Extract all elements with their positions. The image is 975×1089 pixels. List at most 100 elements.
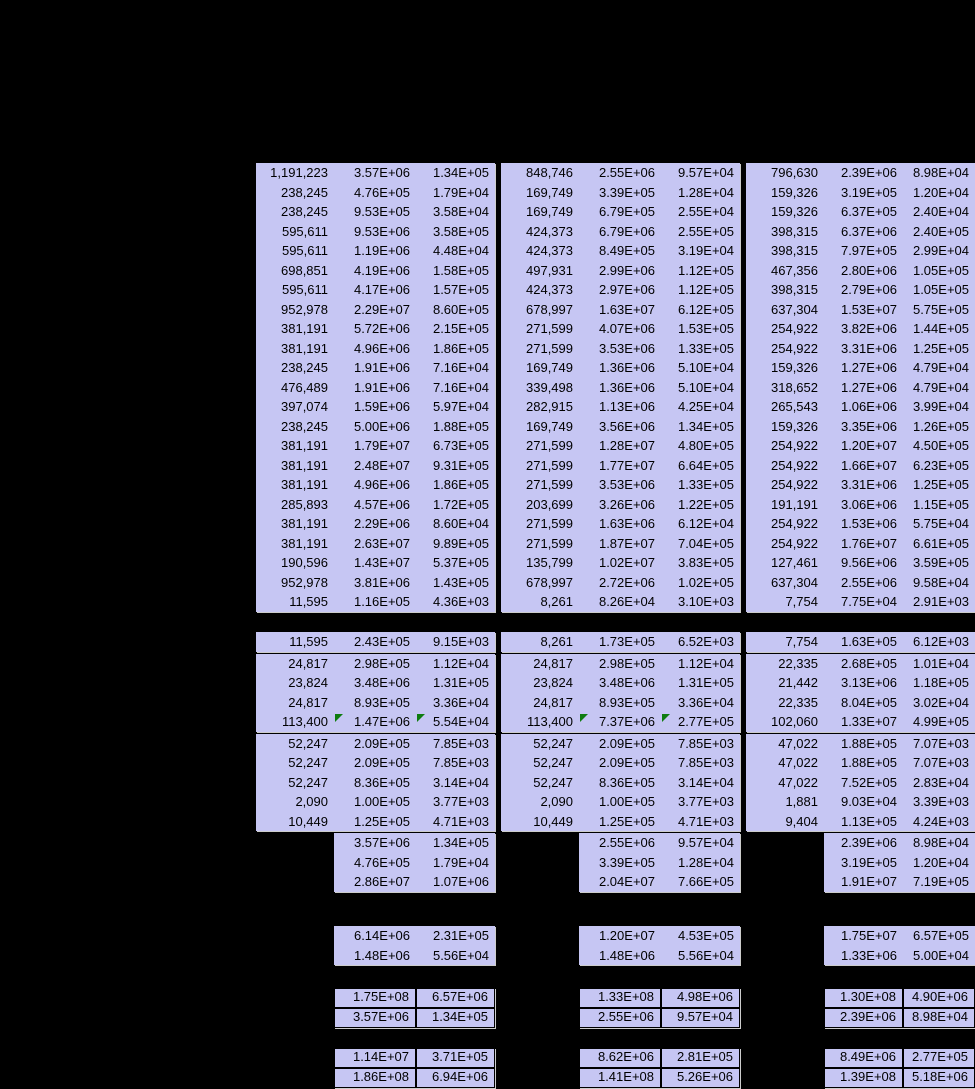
cell[interactable]: 169,749	[526, 418, 573, 434]
cell[interactable]: 2.09E+05	[353, 755, 410, 770]
cell[interactable]: 1.91E+06	[353, 360, 410, 375]
cell[interactable]: 318,652	[771, 379, 818, 395]
cell[interactable]: 9.57E+04	[677, 165, 734, 180]
cell[interactable]: 3.02E+04	[912, 694, 969, 710]
cell[interactable]: 678,997	[526, 574, 573, 590]
cell[interactable]: 9.31E+05	[432, 457, 489, 473]
cell[interactable]: 1.27E+06	[840, 360, 897, 375]
cell[interactable]: 10,449	[288, 813, 328, 829]
cell[interactable]: 3.26E+06	[598, 496, 655, 512]
cell[interactable]: 424,373	[526, 243, 573, 258]
cell[interactable]: 5.18E+06	[903, 1068, 975, 1088]
cell[interactable]: 285,893	[281, 496, 328, 512]
cell[interactable]: 8.60E+05	[432, 301, 489, 317]
cell[interactable]: 5.00E+06	[353, 418, 410, 434]
cell[interactable]: 4.76E+05	[353, 854, 410, 870]
cell[interactable]: 4.48E+04	[432, 243, 489, 258]
cell[interactable]: 3.56E+06	[598, 418, 655, 434]
cell[interactable]: 5.56E+04	[677, 947, 734, 963]
cell[interactable]: 1.05E+05	[912, 282, 969, 297]
cell[interactable]: 2.04E+07	[598, 874, 655, 889]
cell[interactable]: 22,335	[778, 694, 818, 710]
cell[interactable]: 1.18E+05	[912, 675, 969, 690]
cell[interactable]: 5.72E+06	[353, 321, 410, 336]
cell[interactable]: 9.58E+04	[912, 574, 969, 590]
cell[interactable]: 254,922	[771, 516, 818, 531]
cell[interactable]: 2.99E+04	[912, 243, 969, 258]
cell[interactable]: 254,922	[771, 321, 818, 336]
cell[interactable]: 3.77E+03	[677, 794, 734, 809]
cell[interactable]: 191,191	[771, 496, 818, 512]
cell[interactable]: 271,599	[526, 516, 573, 531]
cell[interactable]: 2.81E+05	[661, 1048, 740, 1068]
cell[interactable]: 254,922	[771, 477, 818, 492]
cell[interactable]: 7.07E+03	[912, 755, 969, 770]
cell[interactable]: 3.39E+03	[912, 794, 969, 809]
cell[interactable]: 5.54E+04	[416, 712, 495, 732]
cell[interactable]: 7.19E+05	[912, 874, 969, 889]
cell[interactable]: 1.33E+06	[840, 947, 897, 963]
cell[interactable]: 4.96E+06	[353, 477, 410, 492]
cell[interactable]: 2.97E+06	[598, 282, 655, 297]
cell[interactable]: 1.28E+07	[598, 438, 655, 453]
cell[interactable]: 4.50E+05	[912, 438, 969, 453]
cell[interactable]: 1.76E+07	[840, 535, 897, 551]
cell[interactable]: 135,799	[526, 555, 573, 570]
cell[interactable]: 467,356	[771, 262, 818, 278]
cell[interactable]: 3.48E+06	[353, 675, 410, 690]
cell[interactable]: 1.12E+04	[432, 655, 489, 671]
cell[interactable]: 1.77E+07	[598, 457, 655, 473]
cell[interactable]: 271,599	[526, 340, 573, 356]
cell[interactable]: 3.36E+04	[432, 694, 489, 710]
cell[interactable]: 271,599	[526, 477, 573, 492]
cell[interactable]: 595,611	[281, 223, 328, 239]
cell[interactable]: 47,022	[778, 755, 818, 770]
cell[interactable]: 52,247	[288, 735, 328, 751]
cell[interactable]: 254,922	[771, 535, 818, 551]
cell[interactable]: 3.58E+04	[432, 204, 489, 219]
cell[interactable]: 7.04E+05	[677, 535, 734, 551]
cell[interactable]: 1.43E+07	[353, 555, 410, 570]
cell[interactable]: 2.80E+06	[840, 262, 897, 278]
cell[interactable]: 424,373	[526, 223, 573, 239]
cell[interactable]: 8,261	[540, 594, 573, 609]
cell[interactable]: 398,315	[771, 243, 818, 258]
cell[interactable]: 1.25E+05	[353, 813, 410, 829]
cell[interactable]: 398,315	[771, 282, 818, 297]
cell[interactable]: 7.16E+04	[432, 360, 489, 375]
cell[interactable]: 8.26E+04	[598, 594, 655, 609]
cell[interactable]: 9.89E+05	[432, 535, 489, 551]
cell[interactable]: 113,400	[281, 714, 328, 729]
cell[interactable]: 6.37E+05	[840, 204, 897, 219]
cell[interactable]: 698,851	[281, 262, 328, 278]
cell[interactable]: 1.91E+06	[353, 379, 410, 395]
cell[interactable]: 52,247	[533, 755, 573, 770]
cell[interactable]: 238,245	[281, 204, 328, 219]
cell[interactable]: 8.62E+06	[579, 1048, 661, 1068]
cell[interactable]: 4.17E+06	[353, 282, 410, 297]
cell[interactable]: 9.03E+04	[840, 794, 897, 809]
cell[interactable]: 22,335	[778, 655, 818, 671]
cell[interactable]: 2.29E+07	[353, 301, 410, 317]
cell[interactable]: 1.20E+04	[912, 184, 969, 200]
cell[interactable]: 3.10E+03	[677, 594, 734, 609]
cell[interactable]: 24,817	[288, 694, 328, 710]
cell[interactable]: 2.39E+06	[824, 1008, 903, 1028]
cell[interactable]: 1.48E+06	[353, 947, 410, 963]
cell[interactable]: 2.91E+03	[912, 594, 969, 609]
cell[interactable]: 2.29E+06	[353, 516, 410, 531]
cell[interactable]: 238,245	[281, 184, 328, 200]
cell[interactable]: 848,746	[526, 165, 573, 180]
cell[interactable]: 4.96E+06	[353, 340, 410, 356]
cell[interactable]: 9.15E+03	[432, 634, 489, 649]
cell[interactable]: 1.05E+05	[912, 262, 969, 278]
cell[interactable]: 3.13E+06	[840, 675, 897, 690]
cell[interactable]: 7,754	[785, 634, 818, 649]
cell[interactable]: 1.31E+05	[677, 675, 734, 690]
cell[interactable]: 1.20E+04	[912, 854, 969, 870]
cell[interactable]: 2.09E+05	[598, 735, 655, 751]
cell[interactable]: 4.98E+06	[661, 988, 740, 1008]
cell[interactable]: 7.37E+06	[579, 712, 661, 732]
cell[interactable]: 113,400	[526, 714, 573, 729]
cell[interactable]: 6.12E+03	[912, 634, 969, 649]
